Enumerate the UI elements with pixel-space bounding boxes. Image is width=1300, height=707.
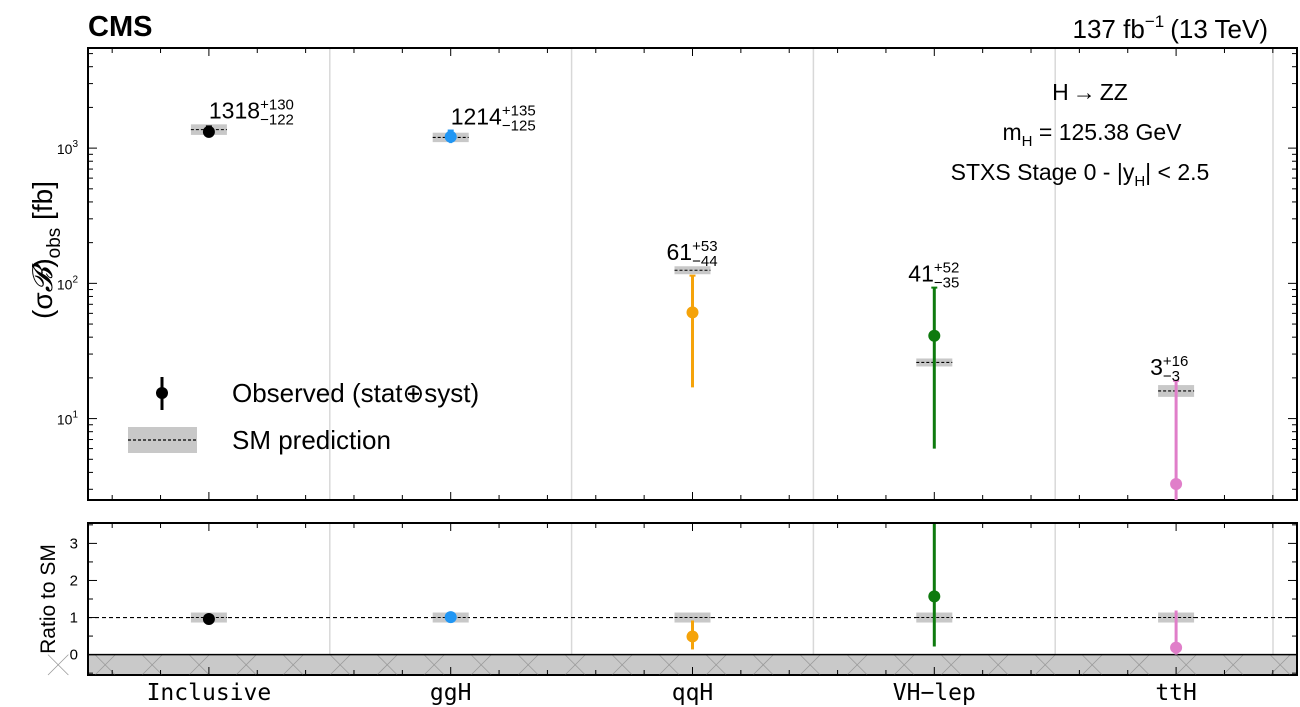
ratio-y-tick-label: 1 xyxy=(70,610,78,627)
ratio-y-tick-label: 3 xyxy=(70,535,78,552)
mass-annotation: mH = 125.38 GeV xyxy=(1003,119,1183,150)
negative-ratio-hatch xyxy=(47,653,1298,676)
hatch-line xyxy=(611,654,633,676)
hatch-line xyxy=(47,654,69,676)
hatch-line xyxy=(752,654,774,676)
hatch-line xyxy=(940,654,962,676)
hatch-line xyxy=(235,654,257,676)
hatch-line xyxy=(329,654,351,676)
value-err-down: −44 xyxy=(692,253,717,270)
value-err-down: −3 xyxy=(1163,368,1180,385)
data-point xyxy=(1170,478,1183,490)
top-y-axis-title: (σ𝓑)obs [fb] xyxy=(27,181,65,319)
legend-observed-label: Observed (stat⊕syst) xyxy=(232,378,479,408)
value-label: 61 xyxy=(667,239,693,265)
x-category-label: qqH xyxy=(672,680,714,706)
process-annotation: H → ZZ xyxy=(1052,79,1128,105)
hatch-line xyxy=(1175,654,1197,676)
top-y-tick-label: 102 xyxy=(57,274,79,292)
value-err-up: +16 xyxy=(1163,353,1188,370)
value-err-up: +130 xyxy=(260,96,294,113)
hatch-line xyxy=(846,654,868,676)
value-label: 41 xyxy=(908,261,934,287)
value-label: 3 xyxy=(1150,354,1163,380)
hatch-line xyxy=(658,654,680,676)
ratio-y-axis-title: Ratio to SM xyxy=(37,544,60,654)
hatch-line xyxy=(1222,654,1244,676)
hatch-line xyxy=(799,654,821,676)
stxs-annotation: STXS Stage 0 - |yH| < 2.5 xyxy=(951,159,1210,190)
top-y-tick-label: 101 xyxy=(57,410,79,428)
hatch-line xyxy=(987,654,1009,676)
ratio-data-point xyxy=(444,611,457,624)
luminosity-label: 137 fb−1 (13 TeV) xyxy=(1073,12,1268,44)
hatch-line xyxy=(705,654,727,676)
ratio-panel-frame xyxy=(87,522,1298,676)
value-err-down: −125 xyxy=(502,118,536,135)
value-err-down: −35 xyxy=(934,275,959,292)
value-err-up: +52 xyxy=(934,260,959,277)
experiment-label: CMS xyxy=(88,11,152,43)
ratio-data-point xyxy=(686,630,699,643)
legend-observed-marker xyxy=(156,387,168,399)
hatch-line xyxy=(517,654,539,676)
value-err-up: +135 xyxy=(502,103,536,120)
data-point xyxy=(444,130,457,143)
top-y-tick-label: 103 xyxy=(57,139,79,157)
data-point xyxy=(686,306,699,319)
value-label: 1318 xyxy=(209,97,260,123)
data-point xyxy=(928,329,941,342)
ratio-y-tick-label: 0 xyxy=(70,647,78,664)
ratio-data-point xyxy=(1170,641,1183,654)
data-point xyxy=(202,125,215,138)
hatch-line xyxy=(141,654,163,676)
hatch-line xyxy=(893,654,915,676)
hatch-line xyxy=(423,654,445,676)
category-separators xyxy=(329,49,1274,674)
observed-points xyxy=(202,125,1183,655)
hatch-line xyxy=(1269,654,1291,676)
value-err-up: +53 xyxy=(692,238,717,255)
legend-sm-label: SM prediction xyxy=(232,425,391,455)
x-category-label: ttH xyxy=(1155,680,1197,706)
value-labels: 1318 +130−122 1214 +135−125 61 +53−44 41 +52−35… xyxy=(209,96,1188,385)
hatch-line xyxy=(376,654,398,676)
axis-ticks: 101 102 103 0 1 2 3 Inclusive ggH qqH VH−lep ttH xyxy=(57,48,1297,706)
ratio-data-point xyxy=(928,590,941,603)
hatch-line xyxy=(282,654,304,676)
x-category-label: VH−lep xyxy=(893,680,976,706)
x-category-label: ggH xyxy=(430,680,472,706)
hatch-line xyxy=(188,654,210,676)
legend: Observed (stat⊕syst) SM prediction xyxy=(128,377,479,455)
hatch-line xyxy=(1034,654,1056,676)
ratio-y-tick-label: 2 xyxy=(70,572,78,589)
hatch-line xyxy=(470,654,492,676)
hatch-line xyxy=(564,654,586,676)
ratio-data-point xyxy=(202,613,215,626)
hatch-line xyxy=(1081,654,1103,676)
value-err-down: −122 xyxy=(260,111,294,128)
x-category-label: Inclusive xyxy=(147,680,272,706)
hatch-line xyxy=(1128,654,1150,676)
value-label: 1214 xyxy=(451,104,502,130)
